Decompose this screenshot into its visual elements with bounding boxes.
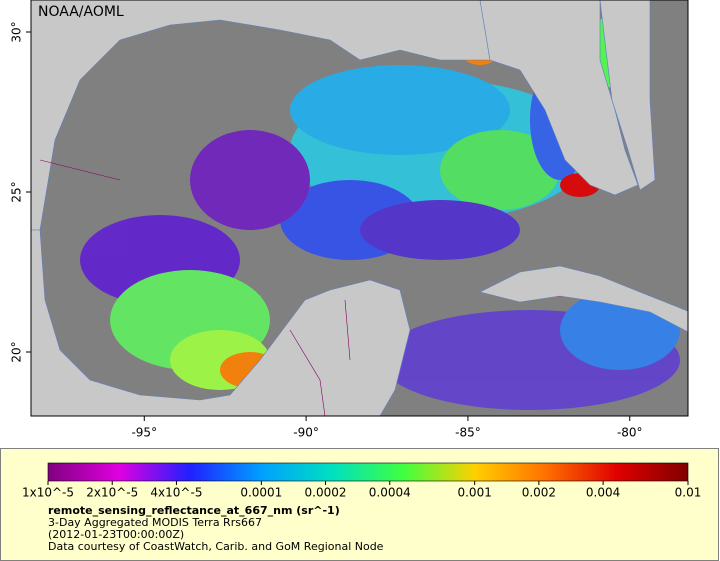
- land: [31, 0, 688, 416]
- watermark: NOAA/AOML: [38, 4, 124, 20]
- map-image: [31, 0, 688, 416]
- time: (2012-01-23T00:00:00Z): [48, 528, 184, 541]
- colorbar-tick-label: 4x10^-5: [150, 486, 202, 500]
- y-tick-label: 20°: [10, 341, 24, 362]
- colorbar-tick-label: 0.004: [586, 486, 620, 500]
- colorbar-tick-label: 0.0001: [240, 486, 282, 500]
- colorbar-tick-label: 0.0004: [369, 486, 411, 500]
- colorbar-tick-label: 0.01: [675, 486, 702, 500]
- credit: Data courtesy of CoastWatch, Carib. and …: [48, 540, 384, 553]
- colorbar-tick-label: 0.001: [457, 486, 491, 500]
- y-tick-label: 30°: [10, 21, 24, 42]
- x-tick-label: -85°: [455, 426, 481, 440]
- description: 3-Day Aggregated MODIS Terra Rrs667: [48, 516, 262, 529]
- colorbar-tick-label: 2x10^-5: [86, 486, 138, 500]
- x-tick-label: -80°: [617, 426, 643, 440]
- x-tick-label: -95°: [131, 426, 157, 440]
- map-frame: [30, 0, 689, 417]
- borders: [39, 159, 351, 416]
- colorbar-tick-label: 0.0002: [305, 486, 347, 500]
- x-tick-label: -90°: [293, 426, 319, 440]
- colorbar-tick-label: 1x10^-5: [22, 486, 74, 500]
- colorbar: [47, 462, 689, 482]
- y-tick-label: 25°: [10, 181, 24, 202]
- colorbar-tick-label: 0.002: [522, 486, 556, 500]
- variable-name: remote_sensing_reflectance_at_667_nm (sr…: [48, 504, 340, 517]
